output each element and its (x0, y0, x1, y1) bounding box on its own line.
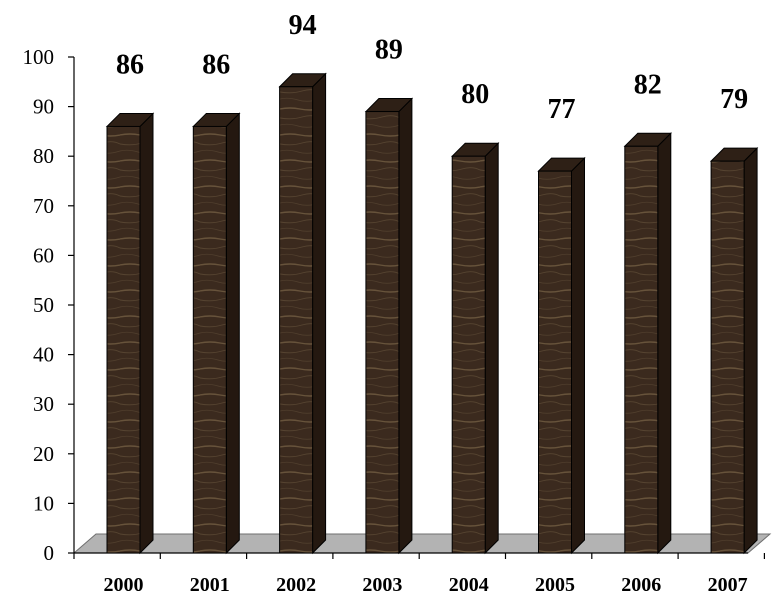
bar-2001 (192, 112, 241, 555)
y-tick-label: 20 (33, 442, 54, 466)
x-tick-label: 2001 (190, 574, 230, 596)
y-tick-label: 30 (33, 392, 54, 416)
bar-front-face (279, 86, 314, 554)
bar-side-face (657, 132, 672, 555)
bar-front-face (451, 155, 486, 554)
data-label: 86 (116, 49, 144, 80)
bar-side-face (312, 72, 327, 555)
x-tick-label: 2005 (535, 574, 575, 596)
y-tick-label: 10 (33, 491, 54, 515)
bar-2003 (364, 97, 414, 555)
bar-2002 (278, 72, 327, 555)
x-tick-label: 2003 (362, 574, 402, 596)
bar-front-face (710, 160, 745, 554)
data-label: 89 (375, 35, 403, 66)
bar-front-face (192, 125, 227, 554)
bar-front-face (538, 170, 572, 554)
y-tick-label: 40 (33, 343, 54, 367)
x-tick-label: 2007 (708, 574, 748, 596)
bar-front-face (624, 145, 659, 554)
bar-side-face (398, 97, 413, 555)
y-tick-label: 60 (33, 243, 54, 267)
bar-side-face (743, 146, 758, 555)
bar-2000 (105, 112, 155, 555)
bar-front-face (106, 125, 141, 554)
x-tick-label: 2004 (449, 574, 489, 596)
data-label: 82 (634, 69, 662, 100)
y-tick-label: 70 (33, 194, 54, 218)
bar-front-face (365, 111, 400, 554)
bar-side-face (484, 141, 499, 555)
y-tick-label: 100 (23, 45, 55, 69)
y-tick-label: 0 (44, 541, 55, 565)
x-tick-label: 2000 (104, 574, 144, 596)
y-tick-label: 50 (33, 293, 54, 317)
bar-side-face (571, 156, 585, 555)
bar-2007 (709, 146, 759, 555)
bar-2004 (450, 141, 500, 555)
y-tick-label: 90 (33, 95, 54, 119)
data-label: 86 (202, 49, 230, 80)
data-label: 94 (289, 10, 317, 41)
data-label: 77 (548, 94, 576, 125)
y-tick-label: 80 (33, 144, 54, 168)
bar-2005 (537, 156, 586, 555)
bar-side-face (139, 112, 154, 555)
bar-2006 (623, 132, 673, 555)
data-label: 79 (720, 84, 748, 115)
x-tick-label: 2002 (276, 574, 316, 596)
bar-side-face (225, 112, 240, 555)
data-label: 80 (461, 79, 489, 110)
x-tick-label: 2006 (621, 574, 661, 596)
